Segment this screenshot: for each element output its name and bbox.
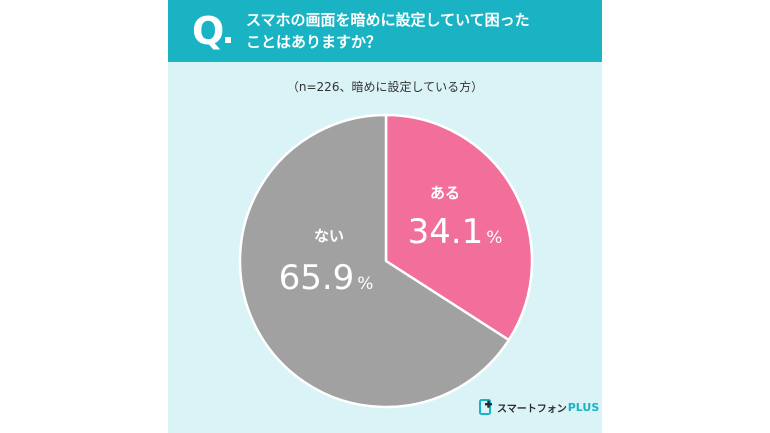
pie-chart: ある 34.1 % ない 65.9% xyxy=(238,113,534,409)
smartphone-plus-logo-icon xyxy=(479,399,492,415)
brand-name: スマートフォン xyxy=(497,403,567,415)
slice-value-number-no: 65.9 xyxy=(279,258,355,298)
question-line-2: ことはありますか？ xyxy=(246,33,382,51)
question-line-1: スマホの画面を暗めに設定していて困った xyxy=(246,11,530,29)
q-mark: Q xyxy=(192,9,225,53)
slice-value-number-yes: 34.1 xyxy=(408,212,484,252)
slice-value-yes: 34.1% xyxy=(408,212,503,252)
pie-slice-no xyxy=(238,113,511,409)
survey-card: Q スマホの画面を暗めに設定していて困った ことはありますか？ （n=226、暗… xyxy=(168,0,602,433)
brand-plus: PLUS xyxy=(567,400,600,414)
slice-label-no: ない xyxy=(314,227,344,245)
question-header: Q スマホの画面を暗めに設定していて困った ことはありますか？ xyxy=(168,0,602,62)
q-dot xyxy=(225,37,231,43)
slice-label-yes: ある xyxy=(430,184,460,202)
slice-value-unit-no: % xyxy=(357,274,373,294)
question-text: スマホの画面を暗めに設定していて困った ことはありますか？ xyxy=(246,9,596,53)
sample-note: （n=226、暗めに設定している方） xyxy=(286,80,484,94)
slice-value-unit-yes: % xyxy=(486,228,502,248)
brand-logo: スマートフォン PLUS xyxy=(479,397,599,417)
slice-value-no: 65.9% xyxy=(279,258,374,298)
